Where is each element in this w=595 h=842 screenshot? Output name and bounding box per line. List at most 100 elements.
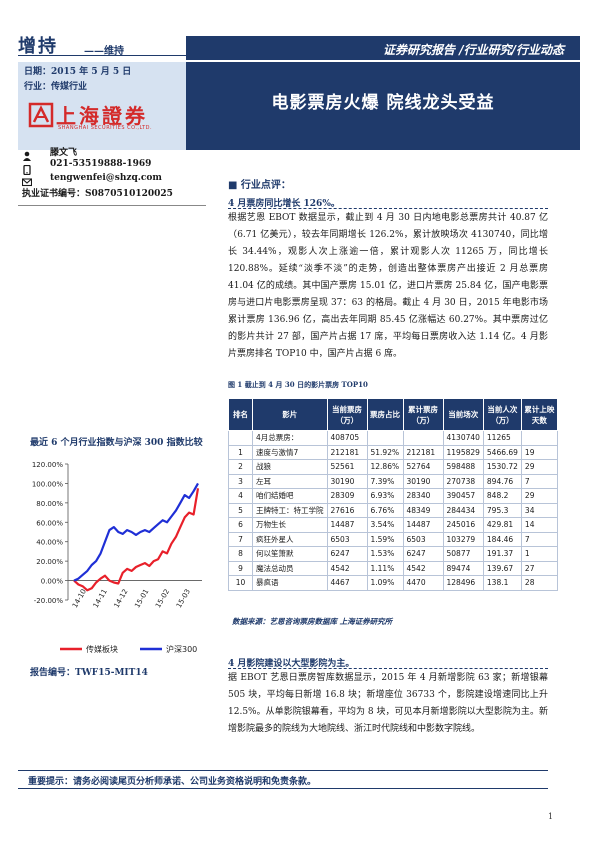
table-header-cell: 当前场次 xyxy=(442,398,484,431)
table-cell: 28340 xyxy=(402,488,444,504)
logo-cn-text: 上海證券 xyxy=(56,104,148,128)
table-cell xyxy=(402,430,444,446)
table-cell: 4月总票房： xyxy=(252,430,328,446)
table-cell: 30190 xyxy=(402,473,444,489)
table-cell: 王牌特工：特工学院 xyxy=(252,502,328,518)
y-tick-label: -20.00% xyxy=(34,597,64,605)
table-cell: 27616 xyxy=(326,502,368,518)
x-tick-label: 15-01 xyxy=(133,588,150,610)
table-cell: 2 xyxy=(228,459,253,475)
table-cell: 3.54% xyxy=(366,517,404,533)
table-cell: 51.92% xyxy=(366,444,404,460)
table-cell: 52561 xyxy=(326,459,368,475)
table-cell: 184.46 xyxy=(482,531,522,547)
table-cell: 14487 xyxy=(326,517,368,533)
table-cell: 5466.69 xyxy=(482,444,522,460)
table-row: 4 咱们结婚吧 28309 6.93% 28340 390457 848.2 29 xyxy=(228,488,558,504)
table-cell xyxy=(228,430,253,446)
table-header-cell: 影片 xyxy=(252,398,328,431)
table-cell: 12.86% xyxy=(366,459,404,475)
table-row: 9 魔法总动员 4542 1.11% 4542 89474 139.67 27 xyxy=(228,560,558,576)
table-header-row: 排名 影片 当前票房（万） 票房占比 累计票房（万） 当前场次 当前人次（万） 累计上映天数 xyxy=(228,398,558,431)
table-cell: 6247 xyxy=(402,546,444,562)
table-cell: 战狼 xyxy=(252,459,328,475)
table-cell: 咱们结婚吧 xyxy=(252,488,328,504)
industry-label: 行业：传媒行业 xyxy=(24,82,88,92)
phone-icon xyxy=(22,160,32,176)
table-cell: 1 xyxy=(520,546,558,562)
table-cell: 4542 xyxy=(402,560,444,576)
table-header-cell: 当前票房（万） xyxy=(326,398,368,431)
series-line xyxy=(73,488,200,592)
x-tick-label: 15-02 xyxy=(154,588,171,610)
table-row: 7 疯狂外星人 6503 1.59% 6503 103279 184.46 7 xyxy=(228,531,558,547)
y-tick-label: 40.00% xyxy=(36,539,63,547)
table-cell: 6247 xyxy=(326,546,368,562)
table-cell xyxy=(366,430,404,446)
analyst-name: 滕文飞 xyxy=(50,148,78,158)
table-cell: 左耳 xyxy=(252,473,328,489)
table-cell: 6 xyxy=(228,517,253,533)
table-cell: 14487 xyxy=(402,517,444,533)
table-cell: 1.09% xyxy=(366,575,404,591)
table-cell: 1.11% xyxy=(366,560,404,576)
y-tick-label: 0.00% xyxy=(41,578,64,586)
table-cell: 128496 xyxy=(442,575,484,591)
table-cell: 270738 xyxy=(442,473,484,489)
table-row: 6 万物生长 14487 3.54% 14487 245016 429.81 14 xyxy=(228,517,558,533)
table-cell: 6503 xyxy=(326,531,368,547)
table-cell: 212181 xyxy=(326,444,368,460)
box-office-table: 排名 影片 当前票房（万） 票房占比 累计票房（万） 当前场次 当前人次（万） 累计上映天数 … xyxy=(228,398,558,591)
logo-icon xyxy=(28,102,54,132)
rating-sub-label: ——维持 xyxy=(84,46,124,57)
table-cell: 6.76% xyxy=(366,502,404,518)
table-cell: 1530.72 xyxy=(482,459,522,475)
table-cell: 408705 xyxy=(326,430,368,446)
table-cell: 7 xyxy=(520,473,558,489)
analyst-license: 执业证书编号：S0870510120025 xyxy=(22,189,173,199)
meta-panel: 日期：2015 年 5 月 5 日 行业：传媒行业 xyxy=(18,62,186,150)
section-title: ■ 行业点评： xyxy=(228,180,291,191)
table-cell: 6503 xyxy=(402,531,444,547)
series-line xyxy=(73,482,199,582)
footer-top-rule xyxy=(18,770,548,771)
person-icon xyxy=(22,146,32,161)
table-row: 10 暴疯语 4467 1.09% 4470 128496 138.1 28 xyxy=(228,575,558,591)
x-tick-label: 14-12 xyxy=(113,588,130,610)
block1-paragraph: 根据艺恩 EBOT 数据显示，截止到 4 月 30 日内地电影总票房共计 40.… xyxy=(228,213,548,359)
block2-paragraph: 据 EBOT 艺恩日票房智库数据显示，2015 年 4 月新增影院 63 家；新… xyxy=(228,673,548,734)
report-title: 电影票房火爆 院线龙头受益 xyxy=(271,93,495,113)
table-cell: 万物生长 xyxy=(252,517,328,533)
table-cell: 34 xyxy=(520,502,558,518)
table-cell: 212181 xyxy=(402,444,444,460)
table-cell: 4130740 xyxy=(442,430,484,446)
y-tick-label: 100.00% xyxy=(32,480,63,488)
x-tick-label: 15-03 xyxy=(175,588,192,610)
table-source: 数据来源：艺恩咨询票房数据库 上海证券研究所 xyxy=(232,617,393,626)
table-header-cell: 累计上映天数 xyxy=(520,398,558,431)
analyst-email[interactable]: tengwenfei@shzq.com xyxy=(50,173,162,183)
y-tick-label: 120.00% xyxy=(32,461,63,469)
table-cell: 7 xyxy=(228,531,253,547)
report-type-banner: 证券研究报告 /行业研究/行业动态 xyxy=(186,36,580,60)
table-cell: 5 xyxy=(228,502,253,518)
x-tick-label: 14-10 xyxy=(71,588,88,610)
table-cell: 速度与激情7 xyxy=(252,444,328,460)
table-cell xyxy=(520,430,558,446)
table-cell: 3 xyxy=(228,473,253,489)
report-date: 日期：2015 年 5 月 5 日 xyxy=(24,67,132,77)
table-cell: 191.37 xyxy=(482,546,522,562)
table-cell: 139.67 xyxy=(482,560,522,576)
table-cell: 8 xyxy=(228,546,253,562)
block2-heading-rule xyxy=(228,668,548,669)
disclaimer-note: 重要提示：请务必阅读尾页分析师承诺、公司业务资格说明和免责条款。 xyxy=(28,777,317,787)
table-cell: 7.39% xyxy=(366,473,404,489)
block1-heading: 4 月票房同比增长 126%。 xyxy=(228,199,340,209)
table-cell: 何以笙箫默 xyxy=(252,546,328,562)
table-cell: 29 xyxy=(520,459,558,475)
table-cell: 6.93% xyxy=(366,488,404,504)
table-cell: 1195829 xyxy=(442,444,484,460)
table-row: 1 速度与激情7 212181 51.92% 212181 1195829 5466.69 1… xyxy=(228,444,558,460)
rating-divider xyxy=(18,55,186,56)
table-cell: 14 xyxy=(520,517,558,533)
